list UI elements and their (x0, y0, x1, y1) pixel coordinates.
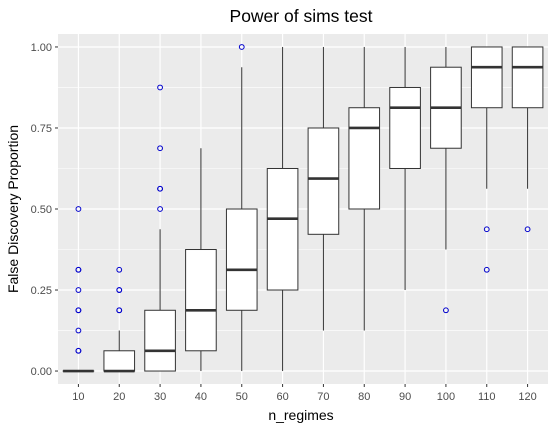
outlier-point (483, 226, 490, 233)
box-rect (266, 167, 299, 291)
outlier-point (75, 347, 82, 354)
outlier-point (75, 266, 82, 273)
box-110 (470, 46, 503, 273)
box-70 (307, 46, 340, 331)
box-90 (389, 46, 421, 291)
box-120 (511, 46, 544, 233)
outlier-point (238, 44, 245, 50)
outlier-point (157, 145, 163, 152)
outlier-point (483, 266, 490, 273)
box-10 (62, 206, 95, 373)
y-tick-label: 0.00 (31, 366, 52, 378)
outlier-point (116, 266, 123, 273)
x-axis-title: n_regimes (268, 407, 333, 423)
x-tick-label: 100 (437, 391, 455, 403)
box-rect (307, 127, 340, 235)
outlier-point (157, 185, 163, 192)
box-rect (185, 249, 217, 352)
box-40 (185, 148, 217, 372)
box-80 (348, 46, 381, 331)
y-axis: 0.00 0.25 0.50 0.75 1.00 (31, 42, 58, 378)
outlier-point (524, 226, 531, 233)
x-axis: 10 20 30 40 50 60 70 80 90 100 110 120 (72, 384, 537, 403)
x-tick-label: 60 (276, 391, 288, 403)
box-rect (389, 86, 421, 169)
box-rect (348, 107, 381, 210)
x-tick-label: 40 (195, 391, 207, 403)
outlier-point (157, 84, 163, 91)
outlier-point (75, 307, 82, 314)
outlier-point (75, 327, 82, 334)
x-tick-label: 90 (399, 391, 411, 403)
outlier-point (157, 206, 163, 212)
box-30 (144, 84, 176, 372)
box-rect (144, 309, 176, 372)
chart-title: Power of sims test (230, 6, 373, 26)
y-tick-label: 0.50 (31, 204, 52, 216)
x-tick-label: 30 (154, 391, 166, 403)
y-axis-title: False Discovery Proportion (5, 125, 21, 293)
box-rect (511, 46, 544, 109)
outlier-point (116, 307, 123, 314)
boxes-layer (62, 44, 544, 373)
y-tick-label: 0.75 (31, 123, 52, 135)
x-tick-label: 70 (317, 391, 329, 403)
outlier-point (75, 206, 82, 212)
x-tick-label: 110 (478, 391, 496, 403)
box-rect (470, 46, 503, 109)
box-50 (225, 44, 258, 372)
x-tick-label: 120 (518, 391, 536, 403)
outlier-point (116, 287, 123, 293)
outlier-point (75, 287, 82, 293)
box-rect (103, 350, 136, 372)
outlier-point (443, 307, 449, 314)
box-60 (266, 46, 299, 372)
box-100 (430, 46, 462, 314)
x-tick-label: 50 (236, 391, 248, 403)
y-tick-label: 1.00 (31, 42, 52, 54)
x-tick-label: 10 (72, 391, 84, 403)
y-tick-label: 0.25 (31, 285, 52, 297)
box-rect (225, 208, 258, 311)
x-tick-label: 80 (358, 391, 370, 403)
x-tick-label: 20 (113, 391, 125, 403)
box-20 (103, 266, 136, 373)
